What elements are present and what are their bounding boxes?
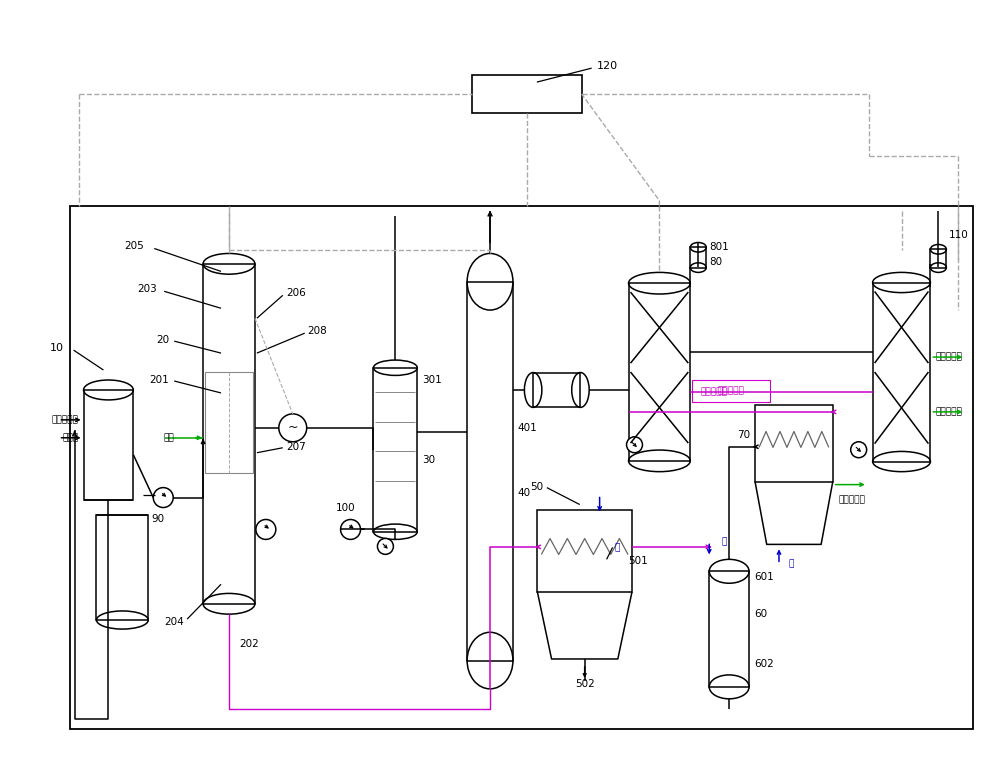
Text: ~: ~ xyxy=(288,421,298,434)
Text: 水: 水 xyxy=(721,537,727,546)
Bar xyxy=(873,282,930,461)
Text: 205: 205 xyxy=(125,241,144,251)
Bar xyxy=(755,405,833,482)
Text: 溶剂、原材: 溶剂、原材 xyxy=(52,415,79,424)
Bar xyxy=(467,282,513,660)
Bar xyxy=(533,373,580,408)
Bar xyxy=(373,368,417,532)
Text: 对氯苯甲醛: 对氯苯甲醛 xyxy=(935,353,962,361)
Bar xyxy=(203,264,255,603)
Text: 50: 50 xyxy=(530,482,543,492)
Bar xyxy=(84,390,133,499)
Circle shape xyxy=(279,414,307,442)
Text: 501: 501 xyxy=(629,556,648,566)
Text: 70: 70 xyxy=(737,430,750,439)
Bar xyxy=(205,373,253,474)
Text: 氧气: 氧气 xyxy=(163,433,174,442)
Text: 206: 206 xyxy=(286,288,306,298)
Text: 201: 201 xyxy=(149,375,169,385)
Text: 90: 90 xyxy=(152,515,165,524)
Text: 水: 水 xyxy=(789,560,794,568)
Bar xyxy=(629,283,690,461)
Bar xyxy=(472,75,582,113)
Text: 40: 40 xyxy=(518,487,531,498)
Circle shape xyxy=(851,442,867,458)
Text: 20: 20 xyxy=(156,335,169,345)
Bar xyxy=(690,247,706,268)
Text: 间氯苯甲醛: 间氯苯甲醛 xyxy=(935,408,962,417)
Bar xyxy=(930,249,946,268)
Bar xyxy=(70,206,973,729)
Text: 202: 202 xyxy=(239,639,259,649)
Circle shape xyxy=(256,519,276,540)
Text: 80: 80 xyxy=(709,257,722,267)
Bar xyxy=(692,380,770,402)
Text: 氯代苯甲醛: 氯代苯甲醛 xyxy=(700,387,727,396)
Text: 30: 30 xyxy=(422,455,435,465)
Text: 10: 10 xyxy=(50,343,64,353)
Text: 100: 100 xyxy=(336,502,355,512)
Text: 氯代苯甲酸: 氯代苯甲酸 xyxy=(839,495,866,504)
Text: 602: 602 xyxy=(754,659,774,669)
Text: 氯代苯甲醛: 氯代苯甲醛 xyxy=(718,386,745,395)
Text: 301: 301 xyxy=(422,375,442,385)
Bar xyxy=(709,572,749,687)
Text: 204: 204 xyxy=(164,617,184,627)
Circle shape xyxy=(341,519,361,540)
Text: 60: 60 xyxy=(754,609,767,619)
Text: 208: 208 xyxy=(308,326,327,336)
Text: 502: 502 xyxy=(575,679,595,689)
Text: 401: 401 xyxy=(518,423,538,433)
Bar xyxy=(537,509,632,592)
Text: 203: 203 xyxy=(138,285,157,294)
Text: 601: 601 xyxy=(754,572,774,582)
Text: 催化剂: 催化剂 xyxy=(62,433,79,442)
Circle shape xyxy=(153,487,173,508)
Text: 110: 110 xyxy=(948,229,968,240)
Text: 801: 801 xyxy=(709,242,729,253)
Bar xyxy=(96,515,148,620)
Text: 水: 水 xyxy=(615,543,620,552)
Text: 120: 120 xyxy=(597,61,618,71)
Circle shape xyxy=(377,538,393,554)
Text: 207: 207 xyxy=(286,442,306,452)
Circle shape xyxy=(627,436,642,452)
